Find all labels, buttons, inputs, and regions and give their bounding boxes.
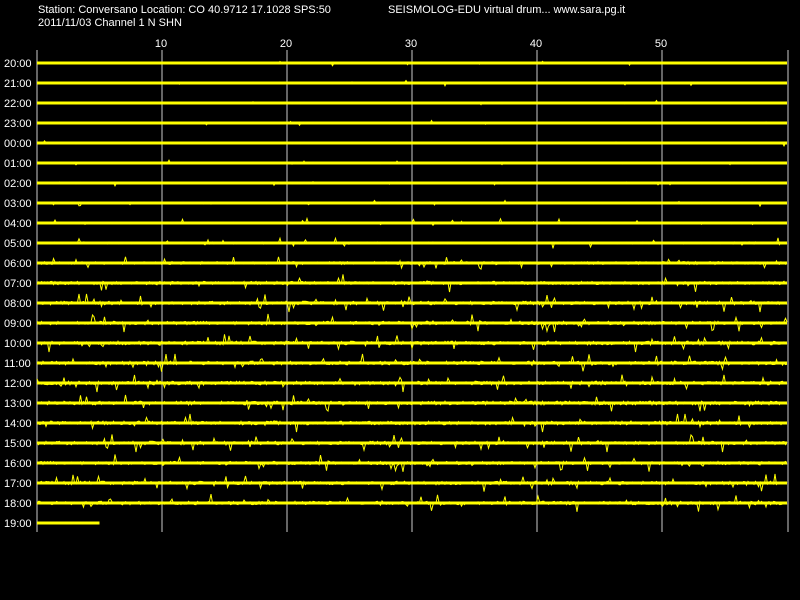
hour-label-04:00: 04:00: [4, 218, 32, 230]
trace-00:00: [36, 139, 788, 147]
hour-label-18:00: 18:00: [4, 498, 32, 510]
hour-label-05:00: 05:00: [4, 238, 32, 250]
hour-label-15:00: 15:00: [4, 438, 32, 450]
trace-20:00: [36, 60, 788, 67]
x-tick-label-20: 20: [280, 38, 292, 50]
trace-18:00: [36, 493, 788, 512]
trace-06:00: [36, 256, 788, 270]
trace-21:00: [36, 79, 788, 87]
hour-label-12:00: 12:00: [4, 378, 32, 390]
hour-label-09:00: 09:00: [4, 318, 32, 330]
x-tick-labels: 10 20 30 40 50: [155, 38, 667, 50]
trace-01:00: [36, 159, 788, 166]
hour-label-13:00: 13:00: [4, 398, 32, 410]
trace-05:00: [36, 236, 788, 249]
hour-label-19:00: 19:00: [4, 518, 32, 530]
trace-07:00: [36, 274, 788, 293]
hour-label-16:00: 16:00: [4, 458, 32, 470]
trace-14:00: [36, 413, 788, 433]
hour-label-02:00: 02:00: [4, 178, 32, 190]
trace-15:00: [36, 433, 788, 453]
trace-13:00: [36, 394, 788, 412]
x-tick-label-40: 40: [530, 38, 542, 50]
date-channel-info: 2011/11/03 Channel 1 N SHN: [38, 17, 182, 29]
hour-label-11:00: 11:00: [4, 358, 31, 370]
trace-23:00: [36, 119, 788, 127]
x-tick-label-50: 50: [655, 38, 667, 50]
trace-rows: [36, 60, 788, 525]
hour-label-23:00: 23:00: [4, 118, 32, 130]
hour-label-21:00: 21:00: [4, 78, 32, 90]
trace-11:00: [36, 353, 788, 372]
hour-label-22:00: 22:00: [4, 98, 32, 110]
trace-08:00: [36, 293, 788, 313]
hour-label-20:00: 20:00: [4, 58, 32, 70]
hour-label-14:00: 14:00: [4, 418, 32, 430]
station-info: Station: Conversano Location: CO 40.9712…: [38, 4, 331, 16]
x-tick-label-30: 30: [405, 38, 417, 50]
trace-10:00: [36, 334, 788, 353]
trace-19:00: [36, 521, 99, 525]
hour-labels: 20:00 21:00 22:00 23:00 00:00 01:00 02:00 03:00…: [4, 58, 32, 530]
hour-label-08:00: 08:00: [4, 298, 32, 310]
trace-02:00: [36, 180, 788, 188]
trace-22:00: [36, 99, 788, 106]
hour-label-17:00: 17:00: [4, 478, 32, 490]
hour-label-06:00: 06:00: [4, 258, 32, 270]
hour-label-10:00: 10:00: [4, 338, 32, 350]
trace-09:00: [36, 313, 788, 334]
trace-03:00: [36, 199, 788, 208]
grid-lines: [36, 50, 789, 532]
hour-label-00:00: 00:00: [4, 138, 32, 150]
trace-17:00: [36, 473, 788, 492]
trace-16:00: [36, 454, 788, 473]
hour-label-03:00: 03:00: [4, 198, 32, 210]
hour-label-01:00: 01:00: [4, 158, 32, 170]
hour-label-07:00: 07:00: [4, 278, 32, 290]
trace-12:00: [36, 374, 788, 393]
x-tick-label-10: 10: [155, 38, 167, 50]
drum-title: SEISMOLOG-EDU virtual drum... www.sara.p…: [388, 4, 626, 16]
trace-04:00: [36, 216, 787, 227]
